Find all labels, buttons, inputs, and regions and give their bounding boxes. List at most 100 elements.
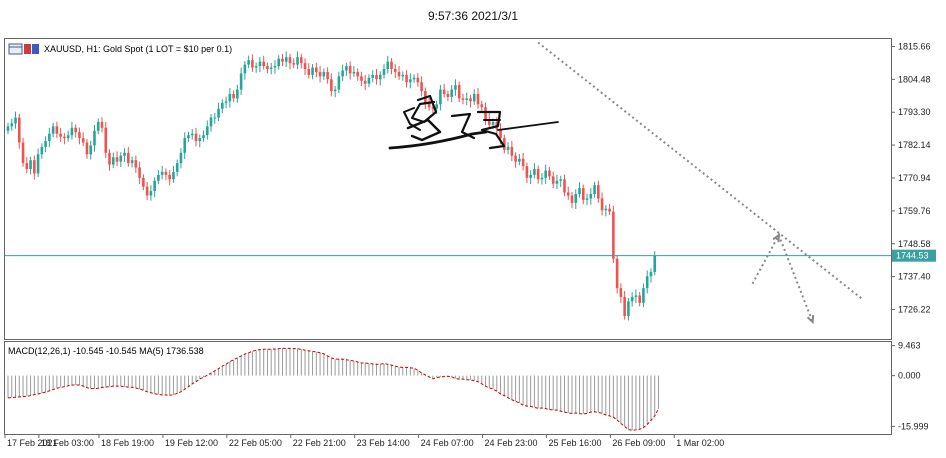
candle-body [89,145,93,155]
candle-body [111,157,115,165]
candle-body [299,57,303,64]
macd-panel-title: MACD(12,26,1) -10.545 -10.545 MA(5) 1736… [8,346,204,356]
candle-body [476,94,480,105]
time-tick-label: 22 Feb 05:00 [229,438,282,448]
candle-body [164,171,168,175]
candle-body [435,104,438,109]
candle-body [59,133,62,137]
candle-body [540,177,544,180]
window-timestamp: 9:57:36 2021/3/1 [427,9,519,23]
candle-body [273,66,277,68]
candle-body [581,188,585,200]
candle-body [600,198,604,211]
macd-tick-label: -15.999 [898,421,929,431]
price-tick-label: 1726.22 [898,305,931,315]
trendline-annotations [537,41,863,325]
candle-body [190,133,194,136]
candle-body [17,117,21,143]
current-price-box [892,249,936,262]
price-panel-title: XAUUSD, H1: Gold Spot (1 LOT = $10 per 0… [44,44,232,54]
candle-body [78,132,81,139]
time-tick-label: 25 Feb 16:00 [548,438,601,448]
candle-body [85,142,89,155]
candle-body [239,73,243,90]
time-tick-label: 19 Feb 12:00 [165,438,218,448]
candle-body [570,195,574,203]
peak-arrowhead [772,233,780,243]
candle-body [14,117,17,124]
candle-body [608,208,611,212]
time-tick-label: 22 Feb 21:00 [293,438,346,448]
time-tick-label: 18 Feb 19:00 [101,438,154,448]
candle-body [574,194,578,203]
candle-body [431,107,435,109]
candle-body [375,74,378,80]
candle-body [25,163,29,169]
candle-body [145,186,149,196]
candle-body [130,160,134,164]
candle-body [330,79,333,92]
candle-body [296,57,299,65]
candle-body [487,119,491,125]
candle-body [81,138,85,143]
macd-tick-label: 9.463 [898,341,921,351]
candle-body [66,135,70,139]
candle-body [48,133,51,142]
candle-body [243,64,247,74]
candle-body [393,69,397,72]
candle-body [563,179,566,193]
candle-body [589,194,593,199]
candle-body [548,170,551,177]
candle-body [341,70,344,77]
candle-body [352,71,356,74]
candle-body [566,192,570,196]
candle-body [420,82,423,92]
candle-body [93,130,96,146]
candle-body [634,295,638,297]
candle-body [232,94,235,99]
candle-body [179,152,183,164]
candle-body [202,135,205,139]
candle-body [149,191,153,196]
candle-body [217,108,220,118]
candle-body [198,138,202,142]
candle-body [142,177,145,187]
time-tick-label: 24 Feb 07:00 [421,438,474,448]
candle-body [378,74,382,80]
candle-body [266,66,269,69]
candle-body [450,89,453,97]
candle-body [446,94,450,97]
candle-body [585,198,589,200]
candle-body [469,98,472,102]
candle-body [307,69,311,75]
candle-body [525,166,529,178]
candle-body [281,58,284,62]
candle-body [499,129,502,139]
candle-body [303,63,307,69]
candle-body [258,61,262,67]
price-tick-label: 1782.14 [898,140,931,150]
candle-body [100,121,104,128]
candle-body [630,296,634,302]
time-tick-label: 26 Feb 09:00 [612,438,665,448]
candle-body [536,169,540,180]
candle-body [183,138,187,153]
candle-body [251,60,254,68]
candle-body [70,127,74,136]
candle-body [221,102,224,109]
candle-body [123,152,126,156]
candle-body [160,171,164,175]
time-tick-label: 24 Feb 23:00 [485,438,538,448]
candle-body [153,180,156,192]
projection-arrowhead [806,314,815,325]
candlestick-series [6,51,657,321]
candle-body [277,58,281,67]
candle-body [401,74,405,77]
candle-body [168,174,171,180]
candle-body [503,138,506,150]
candle-body [472,94,476,102]
candle-body [288,57,292,64]
candle-body [382,69,386,75]
candle-body [412,77,416,80]
